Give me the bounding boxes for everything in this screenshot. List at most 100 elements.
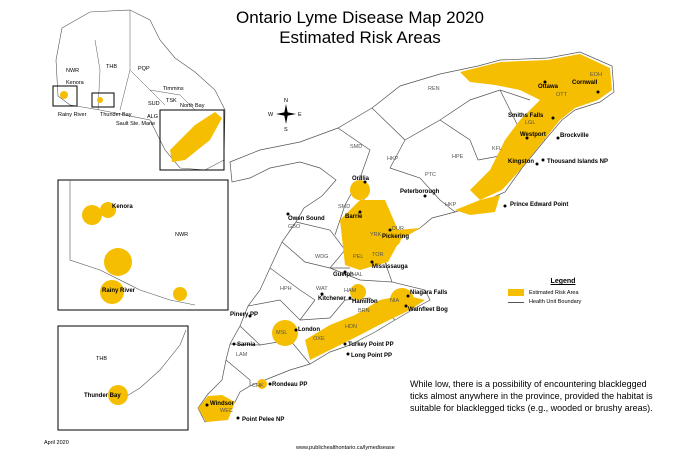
risk-area-rondeau xyxy=(257,379,267,389)
hu-boundary xyxy=(404,119,479,161)
risk-area-pickering xyxy=(383,229,401,247)
risk-area-quinte xyxy=(455,195,500,215)
svg-text:MSL: MSL xyxy=(276,330,287,336)
svg-text:ALG: ALG xyxy=(147,114,158,120)
risk-area-niagara xyxy=(390,288,414,312)
svg-text:REN: REN xyxy=(428,86,440,92)
risk-area-east xyxy=(460,54,612,200)
svg-text:LAM: LAM xyxy=(236,352,248,358)
svg-text:Thunder Bay: Thunder Bay xyxy=(100,112,132,118)
hu-boundary xyxy=(389,167,456,213)
svg-text:Sault Ste. Marie: Sault Ste. Marie xyxy=(116,121,155,127)
title-line-2: Estimated Risk Areas xyxy=(279,28,441,47)
risk-area-msl xyxy=(272,320,298,346)
svg-text:KFL: KFL xyxy=(492,146,502,152)
svg-text:LGL: LGL xyxy=(525,120,535,126)
svg-text:NWR: NWR xyxy=(66,68,79,74)
title-line-1: Ontario Lyme Disease Map 2020 xyxy=(236,8,484,27)
hu-boundary xyxy=(225,359,251,386)
nwr-kenora: Kenora xyxy=(112,204,133,210)
svg-text:HDN: HDN xyxy=(345,324,357,330)
svg-text:S: S xyxy=(284,127,288,133)
hu-boundary xyxy=(247,299,316,321)
city-westport: Westport xyxy=(520,132,546,138)
hu-boundary xyxy=(439,89,531,121)
inset-zoom-box-kenora xyxy=(52,85,78,107)
svg-text:CHK: CHK xyxy=(252,383,264,389)
health-unit-labels: REN EOH OTT LGL KFL HPE SMD HKP PTC HKP … xyxy=(220,72,602,414)
city-sarnia: Sarnia xyxy=(237,342,256,348)
risk-area-south-shore xyxy=(340,200,420,270)
svg-text:HAM: HAM xyxy=(344,288,357,294)
svg-text:North Bay: North Bay xyxy=(180,103,205,109)
city-pickering: Pickering xyxy=(382,234,409,240)
legend: Legend Estimated Risk Area Health Unit B… xyxy=(508,278,618,308)
svg-text:PEL: PEL xyxy=(353,254,363,260)
svg-text:WAT: WAT xyxy=(316,286,328,292)
city-ottawa: Ottawa xyxy=(538,84,559,90)
legend-boundary-row: Health Unit Boundary xyxy=(508,299,618,305)
svg-text:DUR: DUR xyxy=(392,226,404,232)
svg-text:OTT: OTT xyxy=(556,92,568,98)
compass-rose: N S E W xyxy=(268,98,302,133)
hu-boundary xyxy=(295,221,346,269)
svg-text:YRK: YRK xyxy=(370,232,382,238)
province-inset: NWR THB PQP Kenora Rainy River Thunder B… xyxy=(52,9,226,171)
svg-text:HKP: HKP xyxy=(387,156,399,162)
risk-area-orillia xyxy=(350,180,370,200)
city-wainfleet-bog: Wainfleet Bog xyxy=(408,307,448,313)
city-pinery-pp: Pinery PP xyxy=(230,312,258,318)
svg-text:PQP: PQP xyxy=(138,66,150,72)
city-long-point: Long Point PP xyxy=(351,353,392,359)
svg-text:THB: THB xyxy=(106,64,117,70)
nwr-detail-inset: Kenora NWR Rainy River xyxy=(57,179,229,311)
svg-text:OXE: OXE xyxy=(313,336,325,342)
city-owen-sound: Owen Sound xyxy=(288,216,325,222)
legend-heading: Legend xyxy=(550,278,576,285)
svg-text:WDG: WDG xyxy=(315,254,328,260)
risk-areas xyxy=(198,54,612,422)
city-rondeau: Rondeau PP xyxy=(272,382,307,388)
svg-text:Kenora: Kenora xyxy=(66,80,85,86)
city-turkey-point: Turkey Point PP xyxy=(348,342,394,348)
city-barrie: Barrie xyxy=(345,214,363,220)
svg-text:SMD: SMD xyxy=(350,144,362,150)
footer-url: www.publichealthontario.ca/lymedisease xyxy=(296,445,395,451)
svg-text:TOR: TOR xyxy=(372,252,384,258)
hu-boundary xyxy=(329,267,393,283)
svg-text:PTC: PTC xyxy=(425,172,436,178)
map-title: Ontario Lyme Disease Map 2020 Estimated … xyxy=(190,8,530,48)
city-mississauga: Mississauga xyxy=(372,264,408,270)
svg-text:SMD: SMD xyxy=(338,204,350,210)
city-cornwall: Cornwall xyxy=(572,80,598,86)
city-windsor: Windsor xyxy=(210,401,235,407)
svg-text:Timmins: Timmins xyxy=(163,86,184,92)
legend-risk-label: Estimated Risk Area xyxy=(529,289,579,296)
footer-date: April 2020 xyxy=(44,440,69,446)
legend-boundary-label: Health Unit Boundary xyxy=(529,299,582,305)
disclaimer-note: While low, there is a possibility of enc… xyxy=(410,379,653,413)
city-kingston: Kingston xyxy=(508,159,534,165)
city-orillia: Orillia xyxy=(352,176,370,182)
risk-area-erie-shore xyxy=(305,295,425,360)
city-london: London xyxy=(298,327,320,333)
hu-boundary xyxy=(299,299,346,321)
city-labels: Ottawa Cornwall Smiths Falls Westport Br… xyxy=(210,80,608,423)
svg-text:WEC: WEC xyxy=(220,408,233,414)
svg-text:TSK: TSK xyxy=(166,98,177,104)
city-niagara-falls: Niagara Falls xyxy=(410,290,448,296)
svg-text:E: E xyxy=(298,112,302,118)
risk-area-windsor xyxy=(198,395,235,422)
inset-zoom-box-thunder-bay xyxy=(91,92,115,108)
city-brockville: Brockville xyxy=(560,133,589,139)
city-thousand-islands: Thousand Islands NP xyxy=(547,159,608,165)
risk-area-hamilton xyxy=(350,284,366,300)
svg-text:W: W xyxy=(268,112,274,118)
svg-text:EOH: EOH xyxy=(590,72,602,78)
svg-text:HKP: HKP xyxy=(445,202,457,208)
svg-text:BRN: BRN xyxy=(358,308,370,314)
svg-text:HPH: HPH xyxy=(280,286,292,292)
city-guelph: Guelph xyxy=(333,272,354,278)
inset-zoom-box-south xyxy=(159,109,225,171)
thb-thunder-bay: Thunder Bay xyxy=(84,393,121,399)
